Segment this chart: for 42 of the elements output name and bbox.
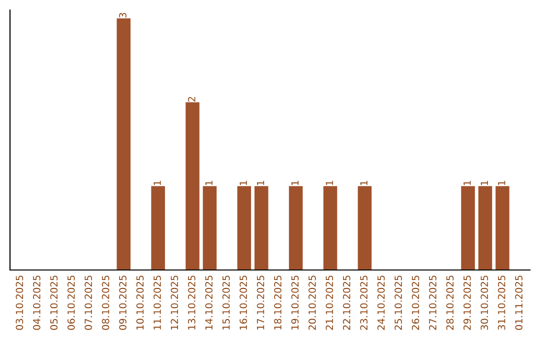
x-tick-label: 30.10.2025 (480, 276, 488, 330)
x-tick-label: 16.10.2025 (240, 276, 247, 330)
data-label: 1 (256, 180, 264, 186)
x-tick-label: 08.10.2025 (102, 276, 110, 330)
x-tick-label: 19.10.2025 (291, 276, 299, 330)
x-tick-label: 29.10.2025 (463, 276, 471, 330)
x-tick-label: 27.10.2025 (429, 276, 436, 330)
data-label: 1 (326, 180, 333, 186)
x-tick-label: 23.10.2025 (360, 276, 368, 330)
x-tick-label: 18.10.2025 (274, 276, 282, 330)
x-tick-label: 05.10.2025 (50, 276, 58, 330)
x-tick-label: 11.10.2025 (154, 276, 161, 330)
x-tick-label: 13.10.2025 (188, 276, 196, 330)
data-label: 1 (360, 180, 368, 186)
x-tick-label: 28.10.2025 (446, 276, 454, 330)
x-tick-label: 10.10.2025 (136, 276, 144, 330)
data-label: 3 (119, 12, 126, 18)
x-tick-label: 21.10.2025 (326, 276, 334, 330)
x-tick-label: 25.10.2025 (394, 276, 402, 330)
data-label: 1 (480, 180, 488, 186)
x-tick-label: 15.10.2025 (222, 276, 230, 330)
x-tick-label: 03.10.2025 (16, 276, 24, 330)
data-label: 2 (188, 97, 196, 102)
x-tick-label: 09.10.2025 (119, 276, 126, 330)
x-tick-label: 14.10.2025 (205, 276, 213, 330)
x-tick-label: 07.10.2025 (84, 276, 92, 330)
x-tick-label: 20.10.2025 (308, 276, 316, 330)
x-tick-label: 12.10.2025 (170, 276, 178, 330)
data-label: 1 (240, 180, 247, 186)
x-tick-label: 06.10.2025 (67, 276, 75, 330)
x-tick-label: 31.10.2025 (498, 276, 506, 330)
data-label: 1 (205, 180, 212, 186)
x-tick-label: 24.10.2025 (377, 276, 385, 330)
x-tick-label: 26.10.2025 (412, 276, 420, 330)
x-tick-label: 22.10.2025 (342, 276, 350, 330)
data-label: 1 (291, 180, 299, 186)
x-tick-label: 17.10.2025 (256, 276, 264, 330)
data-label: 1 (154, 180, 161, 186)
data-label: 1 (464, 180, 471, 186)
data-label: 1 (498, 180, 506, 186)
x-tick-label: 01.11.2025 (515, 276, 522, 330)
x-tick-label: 04.10.2025 (33, 276, 40, 330)
